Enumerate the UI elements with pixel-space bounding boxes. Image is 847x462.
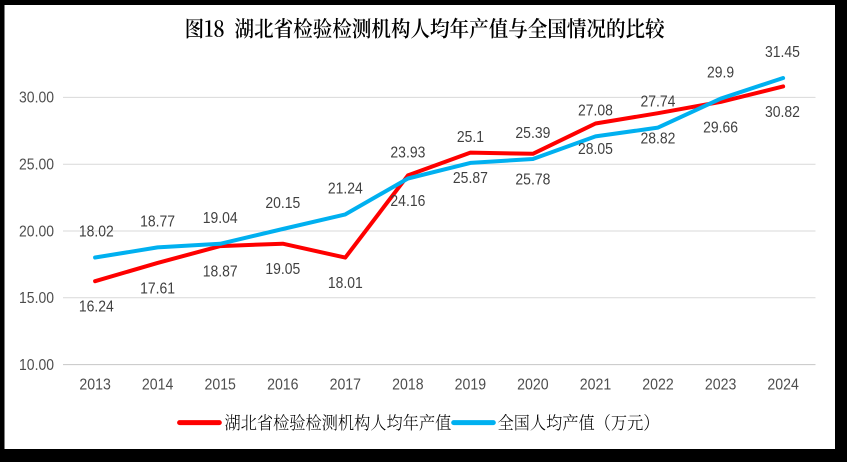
- svg-text:29.66: 29.66: [703, 119, 738, 136]
- svg-text:2020: 2020: [517, 377, 549, 394]
- svg-text:19.05: 19.05: [265, 261, 300, 278]
- svg-text:31.45: 31.45: [765, 44, 800, 61]
- svg-text:2015: 2015: [204, 377, 235, 394]
- svg-text:25.1: 25.1: [457, 129, 484, 146]
- svg-text:28.82: 28.82: [641, 131, 676, 148]
- svg-text:27.74: 27.74: [641, 94, 676, 111]
- svg-text:2023: 2023: [705, 377, 736, 394]
- svg-text:25.39: 25.39: [515, 125, 550, 142]
- svg-text:20.00: 20.00: [19, 223, 54, 240]
- svg-text:25.78: 25.78: [515, 171, 550, 188]
- svg-text:2018: 2018: [392, 377, 423, 394]
- svg-text:2016: 2016: [267, 377, 298, 394]
- svg-text:18.77: 18.77: [140, 213, 175, 230]
- svg-text:18.01: 18.01: [328, 275, 363, 292]
- svg-text:2024: 2024: [767, 377, 799, 394]
- svg-text:20.15: 20.15: [265, 195, 300, 212]
- svg-text:23.93: 23.93: [390, 145, 425, 162]
- svg-text:10.00: 10.00: [19, 357, 54, 374]
- svg-text:2019: 2019: [455, 377, 486, 394]
- svg-text:30.00: 30.00: [19, 90, 54, 107]
- svg-text:16.24: 16.24: [79, 299, 114, 316]
- svg-text:19.04: 19.04: [203, 210, 238, 227]
- svg-text:2013: 2013: [79, 377, 110, 394]
- svg-text:25.00: 25.00: [19, 157, 54, 174]
- svg-text:21.24: 21.24: [328, 180, 363, 197]
- svg-text:30.82: 30.82: [765, 104, 800, 121]
- svg-text:2022: 2022: [642, 377, 673, 394]
- svg-text:15.00: 15.00: [19, 290, 54, 307]
- svg-text:24.16: 24.16: [390, 193, 425, 210]
- svg-text:25.87: 25.87: [453, 170, 488, 187]
- svg-text:18.87: 18.87: [203, 264, 238, 281]
- svg-text:28.05: 28.05: [578, 141, 613, 158]
- svg-text:2021: 2021: [580, 377, 611, 394]
- svg-text:29.9: 29.9: [707, 65, 734, 82]
- svg-text:27.08: 27.08: [578, 102, 613, 119]
- svg-text:2014: 2014: [142, 377, 174, 394]
- svg-text:18.02: 18.02: [79, 224, 114, 241]
- svg-text:17.61: 17.61: [140, 280, 175, 297]
- svg-text:2017: 2017: [330, 377, 361, 394]
